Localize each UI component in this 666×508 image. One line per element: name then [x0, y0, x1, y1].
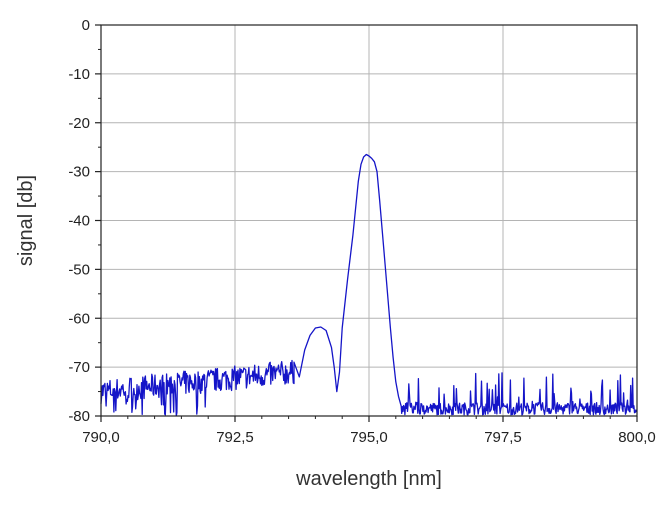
- tick-marks: [95, 24, 638, 422]
- y-tick-label: -30: [68, 164, 90, 181]
- x-axis-title: wavelength [nm]: [295, 468, 442, 490]
- grid-lines: [101, 25, 637, 416]
- y-tick-label: -10: [68, 66, 90, 83]
- y-tick-label: -20: [68, 115, 90, 132]
- y-tick-label: -80: [68, 408, 90, 425]
- x-tick-label: 797,5: [484, 429, 522, 446]
- tick-labels: 790,0 792,5 795,0 797,5 800,0 0 -10 -20 -30 -40 -5…: [68, 17, 655, 446]
- y-tick-label: 0: [82, 17, 90, 34]
- x-tick-label: 800,0: [618, 429, 656, 446]
- y-tick-label: -50: [68, 261, 90, 278]
- x-tick-label: 792,5: [216, 429, 254, 446]
- y-tick-label: -40: [68, 213, 90, 230]
- y-axis-title: signal [db]: [15, 175, 37, 266]
- series-layer: [100, 153, 638, 417]
- y-tick-label: -60: [68, 310, 90, 327]
- y-tick-label: -70: [68, 359, 90, 376]
- signal-series-line: [100, 153, 638, 417]
- x-tick-label: 795,0: [350, 429, 388, 446]
- x-tick-label: 790,0: [82, 429, 120, 446]
